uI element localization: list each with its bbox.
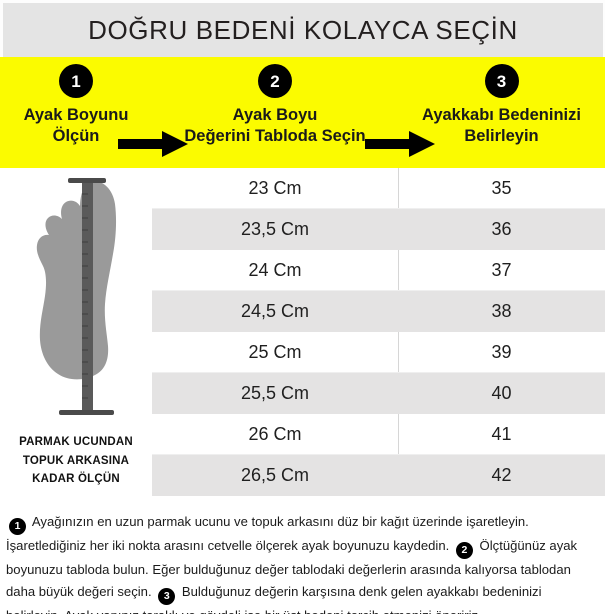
- arrow-right-icon-2: [365, 131, 435, 157]
- footer-badge-3: 3: [158, 588, 176, 606]
- page-title: DOĞRU BEDENİ KOLAYCA SEÇİN: [88, 14, 518, 45]
- cell-foot-length: 24 Cm: [248, 260, 302, 280]
- table-row: 24,5 Cm 38: [152, 291, 605, 332]
- cell-shoe-size: 36: [491, 219, 512, 239]
- cell-shoe-size: 42: [491, 465, 512, 485]
- foot-illustration-panel: PARMAK UCUNDAN TOPUK ARKASINA KADAR ÖLÇÜ…: [0, 168, 152, 504]
- table-row: 26,5 Cm 42: [152, 455, 605, 496]
- size-table-area: PARMAK UCUNDAN TOPUK ARKASINA KADAR ÖLÇÜ…: [0, 168, 605, 504]
- step-2: 2 Ayak Boyu Değerini Tabloda Seçin: [152, 57, 398, 168]
- cell-shoe-size: 39: [491, 342, 512, 362]
- table-row: 25,5 Cm 40: [152, 373, 605, 414]
- step-3: 3 Ayakkabı Bedeninizi Belirleyin: [398, 57, 605, 168]
- footer-note-2: Ölçtüğünüz ayak boyunuzu tabloda bulun. …: [6, 537, 578, 600]
- step-1-label: Ayak Boyunu Ölçün: [23, 106, 129, 145]
- step-3-badge: 3: [484, 64, 519, 98]
- title-bar: DOĞRU BEDENİ KOLAYCA SEÇİN: [0, 0, 605, 57]
- footer-note-3: Bulduğunuz değerin karşısına denk gelen …: [6, 584, 542, 614]
- cell-foot-length: 25,5 Cm: [240, 383, 310, 403]
- cell-foot-length: 24,5 Cm: [240, 301, 310, 321]
- table-row: 23,5 Cm 36: [152, 209, 605, 250]
- footer-note-1: Ayağınızın en uzun parmak ucunu ve topuk…: [6, 514, 529, 553]
- table-row: 25 Cm 39: [152, 332, 605, 373]
- step-1-badge: 1: [59, 64, 93, 98]
- table-row: 26 Cm 41: [152, 414, 605, 455]
- cell-shoe-size: 41: [491, 424, 512, 444]
- arrow-right-icon-1: [118, 131, 188, 157]
- step-1: 1 Ayak Boyunu Ölçün: [0, 57, 152, 168]
- step-3-label: Ayakkabı Bedeninizi Belirleyin: [422, 106, 581, 145]
- cell-foot-length: 26,5 Cm: [240, 465, 310, 485]
- cell-shoe-size: 38: [491, 301, 512, 321]
- cell-shoe-size: 40: [491, 383, 512, 403]
- cell-foot-length: 26 Cm: [248, 424, 302, 444]
- cell-foot-length: 23 Cm: [248, 178, 302, 198]
- column-divider: [398, 414, 399, 455]
- column-divider: [398, 332, 399, 373]
- footer-instructions: 1 Ayağınızın en uzun parmak ucunu ve top…: [0, 504, 605, 614]
- column-divider: [398, 250, 399, 291]
- row-divider: [152, 208, 605, 209]
- foot-illustration-caption: PARMAK UCUNDAN TOPUK ARKASINA KADAR ÖLÇÜ…: [19, 436, 133, 486]
- cell-shoe-size: 37: [491, 260, 512, 280]
- row-divider: [152, 290, 605, 291]
- row-divider: [152, 454, 605, 455]
- footer-badge-1: 1: [9, 517, 26, 535]
- footer-badge-2: 2: [455, 541, 473, 559]
- table-row: 23 Cm 35: [152, 168, 605, 209]
- row-divider: [152, 372, 605, 373]
- cell-foot-length: 25 Cm: [248, 342, 302, 362]
- cell-foot-length: 23,5 Cm: [240, 219, 310, 239]
- table-row: 24 Cm 37: [152, 250, 605, 291]
- column-divider: [398, 168, 399, 209]
- foot-silhouette-icon: [36, 178, 117, 415]
- step-2-label: Ayak Boyu Değerini Tabloda Seçin: [184, 106, 366, 145]
- step-2-badge: 2: [258, 64, 292, 98]
- steps-band: 1 Ayak Boyunu Ölçün 2 Ayak Boyu Değerini…: [0, 57, 605, 168]
- cell-shoe-size: 35: [491, 178, 512, 198]
